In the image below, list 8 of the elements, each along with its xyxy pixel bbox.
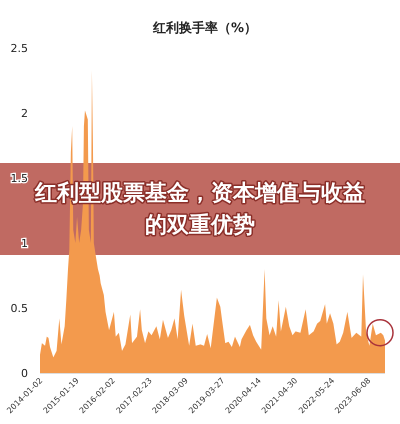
- y-tick-label: 2: [21, 107, 28, 120]
- y-tick-label: 1: [21, 237, 28, 250]
- y-tick-label: 0: [21, 367, 28, 380]
- y-tick-label: 1.5: [10, 172, 28, 185]
- y-tick-label: 0.5: [10, 302, 28, 315]
- annotation: 红利型股票基金，资本增值与收益的双重优势: [34, 181, 365, 238]
- chart-title: 红利换手率（%）: [152, 20, 258, 36]
- y-tick-label: 2.5: [10, 42, 28, 55]
